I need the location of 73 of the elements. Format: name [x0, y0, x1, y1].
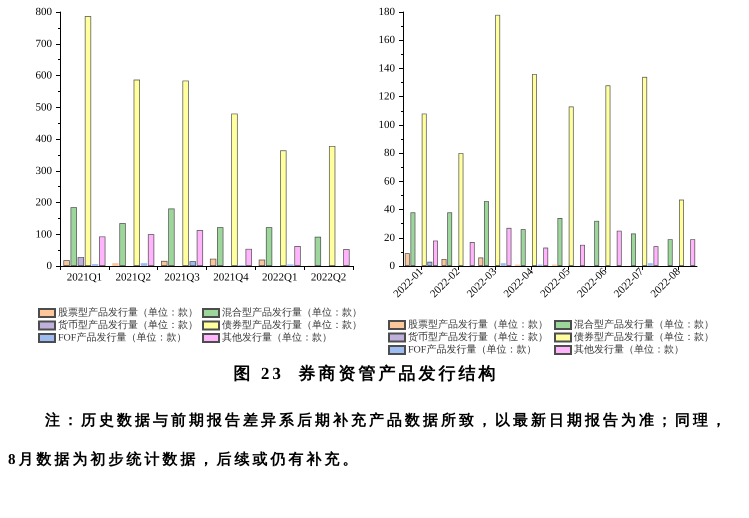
x-tick-label: 2021Q4 [213, 272, 250, 284]
bar [668, 239, 673, 266]
bar [500, 263, 506, 266]
bar [520, 229, 526, 266]
bar [568, 106, 574, 266]
legend-label: 债券型产品发行量（单位：款） [574, 331, 714, 343]
y-tick-label: 160 [378, 34, 396, 46]
text: 注：历史数据与前期报告差异系后期补充产品数据所致，以最新日期报告为准；同理，8月数据为初步统计数据，后续或仍有补充。 [8, 413, 729, 468]
y-tick-label: 180 [378, 6, 396, 18]
x-tick-label: 2022Q1 [262, 272, 298, 284]
y-tick-label: 800 [36, 6, 52, 18]
bar [314, 236, 322, 266]
bar [231, 114, 238, 266]
y-tick-label: 100 [378, 118, 396, 131]
bar [532, 74, 537, 266]
legend-label: FOF产品发行量（单位：款） [408, 344, 536, 356]
legend-label: 混合型产品发行量（单位：款） [222, 306, 362, 318]
y-tick-label: 600 [36, 70, 52, 82]
y-tick-label: 80 [384, 147, 396, 160]
bar [594, 220, 600, 266]
x-tick-label: 2021Q3 [164, 272, 200, 284]
y-tick-label: 140 [378, 62, 396, 74]
legend-label: 其他发行量（单位：款） [222, 332, 332, 344]
y-tick-label: 400 [36, 133, 52, 145]
bar [134, 80, 140, 266]
x-tick-label: 2021Q2 [116, 272, 151, 284]
y-tick-label: 40 [384, 204, 396, 216]
text: 图 23 券商资管产品发行结构 [234, 363, 498, 385]
bar [506, 228, 512, 266]
bar [470, 242, 475, 266]
y-tick-label: 60 [384, 175, 396, 188]
y-tick-label: 300 [36, 164, 52, 177]
bar [280, 150, 286, 266]
bar [630, 234, 636, 266]
bar [678, 200, 684, 266]
y-tick-label: 20 [384, 232, 396, 244]
legend-label: 货币型产品发行量（单位：款） [58, 319, 198, 331]
y-tick-label: 120 [378, 90, 396, 103]
y-tick-label: 100 [36, 228, 52, 240]
bar [495, 14, 500, 266]
bar [246, 248, 252, 266]
bar [605, 85, 610, 266]
legend-label: 货币型产品发行量（单位：款） [408, 331, 548, 343]
bar [343, 249, 350, 266]
bar [642, 76, 648, 266]
y-tick-label: 200 [36, 196, 52, 208]
legend-label: 债券型产品发行量（单位：款） [222, 319, 362, 331]
bar [557, 218, 562, 266]
bar [294, 246, 301, 266]
bar [580, 244, 585, 266]
bar [690, 239, 696, 266]
bar [119, 223, 126, 266]
y-tick-label: 500 [36, 101, 52, 114]
bar [148, 234, 154, 266]
legend-label: 混合型产品发行量（单位：款） [574, 318, 714, 330]
bar [112, 263, 119, 266]
bar [654, 246, 658, 266]
x-tick-label: 2022Q2 [310, 272, 346, 284]
bar [328, 146, 336, 266]
y-tick-label: 0 [390, 260, 396, 272]
y-tick-label: 0 [46, 260, 52, 272]
legend-label: 股票型产品发行量（单位：款） [408, 318, 548, 330]
bar [458, 153, 464, 266]
bar [616, 230, 622, 266]
bar [140, 263, 148, 266]
legend-label: 其他发行量（单位：款） [574, 344, 684, 356]
x-tick-label: 2021Q1 [66, 272, 102, 284]
bar [99, 236, 106, 266]
y-tick-label: 700 [36, 38, 52, 50]
legend-label: FOF产品发行量（单位：款） [58, 332, 186, 344]
bar [648, 263, 653, 266]
bar [543, 248, 548, 266]
legend-label: 股票型产品发行量（单位：款） [58, 306, 198, 318]
